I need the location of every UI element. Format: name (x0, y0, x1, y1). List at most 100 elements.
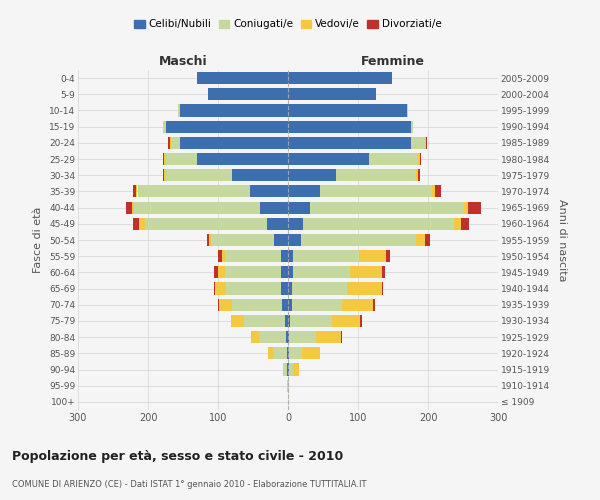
Bar (133, 218, 139, 230)
Bar (418, 169, 421, 181)
Bar (288, 298, 292, 311)
Bar (164, 169, 166, 181)
Bar (461, 218, 469, 230)
Bar (290, 315, 332, 327)
Bar (468, 202, 481, 213)
Text: Popolazione per età, sesso e stato civile - 2010: Popolazione per età, sesso e stato civil… (12, 450, 343, 463)
Bar (244, 315, 284, 327)
Bar (284, 315, 288, 327)
Bar (166, 120, 288, 132)
Bar (425, 137, 426, 149)
Bar (226, 282, 281, 294)
Bar (287, 380, 288, 392)
Bar (232, 315, 244, 327)
Bar (288, 137, 410, 149)
Bar (211, 234, 274, 246)
Bar (316, 331, 341, 343)
Bar (214, 282, 215, 294)
Bar (134, 202, 260, 213)
Bar (288, 348, 289, 360)
Bar (419, 153, 421, 165)
Bar (288, 186, 320, 198)
Bar (197, 153, 288, 165)
Bar (289, 331, 316, 343)
Bar (464, 202, 468, 213)
Bar (145, 218, 267, 230)
Text: COMUNE DI ARIENZO (CE) - Dati ISTAT 1° gennaio 2010 - Elaborazione TUTTITALIA.IT: COMUNE DI ARIENZO (CE) - Dati ISTAT 1° g… (12, 480, 367, 489)
Bar (288, 72, 392, 84)
Bar (335, 169, 416, 181)
Bar (163, 120, 166, 132)
Bar (260, 202, 288, 213)
Bar (218, 250, 221, 262)
Bar (218, 298, 220, 311)
Bar (347, 282, 382, 294)
Bar (164, 153, 166, 165)
Bar (288, 266, 293, 278)
Y-axis label: Fasce di età: Fasce di età (34, 207, 43, 273)
Bar (292, 298, 342, 311)
Bar (274, 234, 288, 246)
Bar (132, 202, 134, 213)
Bar (214, 266, 218, 278)
Bar (225, 250, 281, 262)
Bar (304, 218, 454, 230)
Bar (208, 88, 288, 101)
Bar (163, 169, 164, 181)
Bar (171, 137, 179, 149)
Bar (274, 348, 287, 360)
Bar (168, 137, 170, 149)
Bar (301, 234, 416, 246)
Bar (179, 137, 288, 149)
Bar (342, 298, 373, 311)
Bar (293, 364, 299, 376)
Bar (268, 348, 274, 360)
Bar (287, 348, 288, 360)
Bar (286, 331, 288, 343)
Bar (360, 315, 361, 327)
Bar (289, 348, 302, 360)
Bar (288, 380, 289, 392)
Bar (163, 153, 164, 165)
Bar (281, 250, 288, 262)
Bar (350, 266, 382, 278)
Bar (288, 104, 407, 117)
Bar (281, 266, 288, 278)
Bar (435, 186, 440, 198)
Bar (232, 169, 288, 181)
Bar (288, 331, 289, 343)
Bar (288, 153, 368, 165)
Bar (431, 186, 435, 198)
Bar (207, 234, 209, 246)
Bar (133, 186, 136, 198)
Bar (454, 218, 461, 230)
Bar (283, 298, 288, 311)
Bar (288, 250, 293, 262)
Bar (292, 282, 347, 294)
Bar (288, 364, 289, 376)
Bar (382, 266, 385, 278)
Bar (166, 169, 232, 181)
Bar (288, 234, 301, 246)
Bar (166, 153, 197, 165)
Bar (407, 104, 409, 117)
Bar (197, 72, 288, 84)
Bar (302, 348, 320, 360)
Bar (250, 186, 288, 198)
Bar (221, 250, 225, 262)
Bar (288, 282, 292, 294)
Bar (293, 266, 350, 278)
Text: Femmine: Femmine (361, 56, 425, 68)
Bar (382, 282, 383, 294)
Bar (126, 202, 132, 213)
Bar (373, 298, 375, 311)
Bar (288, 120, 410, 132)
Bar (251, 331, 259, 343)
Bar (220, 298, 232, 311)
Bar (416, 169, 418, 181)
Bar (288, 202, 310, 213)
Bar (293, 250, 359, 262)
Bar (178, 104, 179, 117)
Bar (218, 266, 225, 278)
Bar (418, 153, 419, 165)
